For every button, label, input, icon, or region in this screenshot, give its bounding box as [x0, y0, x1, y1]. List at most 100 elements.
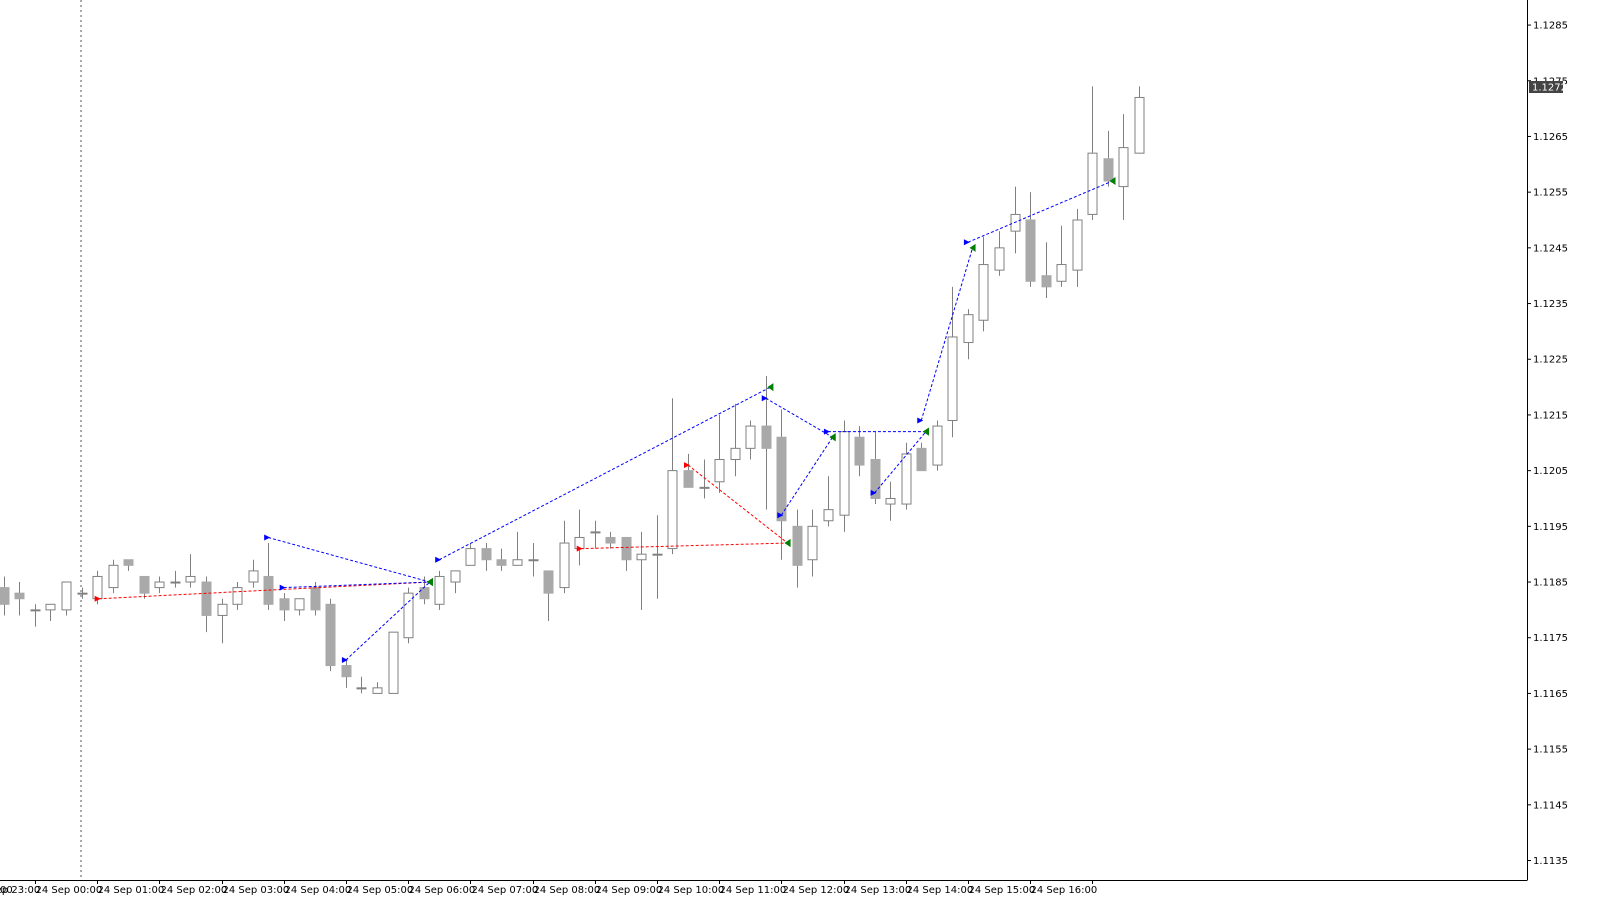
price-tick-label: 1.1165: [1533, 689, 1568, 700]
candle-body: [450, 570, 461, 583]
price-tick-label: 1.1185: [1533, 578, 1568, 589]
candle-body: [1025, 219, 1036, 282]
trade-exit-arrow: [1109, 177, 1116, 186]
time-tick-label: 24 Sep 15:00: [969, 885, 1036, 896]
candle: [217, 598, 228, 644]
candle: [372, 682, 383, 694]
candle-body: [30, 609, 41, 612]
candle: [776, 409, 787, 560]
candle: [154, 576, 165, 594]
trade-entry-arrow: [576, 545, 583, 552]
trade-line: [687, 464, 788, 544]
time-tick-label: 24 Sep 02:00: [161, 885, 228, 896]
candle-body: [325, 603, 336, 667]
candle-body: [1056, 264, 1067, 282]
candle: [356, 676, 367, 694]
candle-body: [652, 553, 663, 556]
trade-line: [345, 581, 431, 661]
candle-body: [761, 425, 772, 449]
trade-exit-arrow: [767, 383, 774, 392]
trade-entry-arrow: [341, 657, 348, 663]
candle: [559, 520, 570, 594]
current-price-label: 1.1272: [1532, 83, 1567, 94]
trade-entry-arrow: [823, 428, 830, 435]
candle: [652, 515, 663, 599]
candle: [170, 570, 181, 588]
trade-line: [268, 536, 431, 583]
candle-body: [279, 598, 290, 611]
candle: [1010, 186, 1021, 254]
trade-entry-arrow: [761, 395, 768, 402]
trade-line: [920, 247, 974, 421]
time-tick-label: 24 Sep 05:00: [347, 885, 414, 896]
candle: [30, 604, 41, 627]
trade-line: [780, 436, 834, 516]
candle: [854, 426, 865, 477]
time-tick-label: 24 Sep 12:00: [783, 885, 850, 896]
trade: [684, 462, 791, 548]
candle-body: [745, 425, 756, 449]
candle: [994, 231, 1005, 276]
trade-line: [98, 581, 430, 600]
price-tick-label: 1.1195: [1533, 522, 1568, 533]
candle-body: [839, 431, 850, 516]
candle: [279, 593, 290, 622]
candle: [605, 531, 616, 549]
trade-exit-arrow: [426, 578, 433, 587]
trade: [435, 383, 774, 563]
trade-entry-arrow: [279, 584, 286, 591]
candle: [403, 587, 414, 644]
candle: [636, 531, 647, 610]
candle-body: [605, 536, 616, 544]
candle: [1041, 242, 1052, 298]
price-tick-label: 1.1205: [1533, 466, 1568, 477]
candle: [543, 570, 554, 622]
candle-body: [0, 587, 10, 605]
candle-body: [636, 553, 647, 561]
trade-line: [874, 431, 927, 494]
price-tick-label: 1.1235: [1533, 299, 1568, 310]
time-tick-label: 23 Sep 23:00: [0, 885, 40, 896]
price-tick-label: 1.1145: [1533, 800, 1568, 811]
candle-body: [1041, 275, 1052, 288]
candle: [1025, 192, 1036, 287]
candle-body: [1118, 147, 1129, 188]
candle-body: [901, 453, 912, 505]
candle: [465, 543, 476, 566]
candle: [1134, 86, 1145, 154]
candle-body: [1103, 158, 1114, 182]
candle-body: [92, 575, 103, 600]
candle-body: [683, 470, 694, 488]
trade-exit-arrow: [784, 539, 791, 548]
candle: [450, 570, 461, 594]
time-tick-label: 24 Sep 07:00: [472, 885, 539, 896]
candle: [61, 581, 72, 616]
candle-body: [932, 425, 943, 466]
candle-body: [45, 603, 56, 611]
candle: [823, 476, 834, 527]
trade-line: [967, 180, 1113, 243]
candle-body: [496, 559, 507, 566]
candle-body: [232, 587, 243, 605]
trade: [917, 243, 976, 424]
candle-body: [123, 559, 134, 566]
candle: [901, 442, 912, 510]
trade-line: [283, 581, 430, 589]
candle-body: [621, 536, 632, 561]
candle-body: [294, 598, 305, 611]
time-tick-label: 24 Sep 08:00: [534, 885, 601, 896]
candle: [14, 582, 25, 616]
candle: [201, 576, 212, 633]
price-tick-label: 1.1175: [1533, 633, 1568, 644]
time-tick-label: 24 Sep 14:00: [907, 885, 974, 896]
time-tick-label: 24 Sep 04:00: [285, 885, 352, 896]
price-tick-label: 1.1265: [1533, 132, 1568, 143]
candle: [590, 520, 601, 549]
candle: [123, 559, 134, 571]
candle-body: [776, 436, 787, 522]
candle-body: [139, 575, 150, 594]
candle-body: [61, 581, 72, 611]
candle-body: [730, 447, 741, 460]
candle: [1087, 86, 1098, 220]
